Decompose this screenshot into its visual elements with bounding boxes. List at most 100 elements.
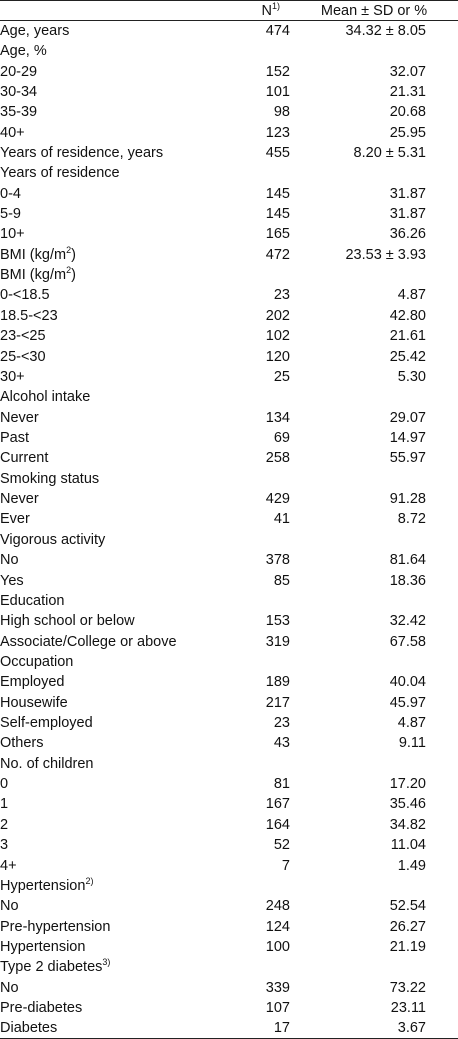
row-n: 339 [265, 979, 290, 996]
row-label: Ever [0, 509, 228, 529]
row-label-text: Employed [0, 674, 65, 691]
row-mean: 21.31 [389, 83, 426, 100]
row-mean: 9.11 [398, 735, 426, 752]
row-label-text: Education [0, 592, 65, 609]
header-n: N1) [228, 0, 290, 21]
table-row: 10+ 165 36.26 [0, 224, 458, 244]
table-row: Employed 189 40.04 [0, 672, 458, 692]
row-label-text: BMI (kg/m [0, 246, 67, 263]
row-label: 3 [0, 835, 228, 855]
row-n: 23 [273, 287, 290, 304]
row-mean [290, 387, 458, 407]
row-mean: 4.87 [397, 715, 426, 732]
row-label-text: Smoking status [0, 470, 100, 487]
row-label: Vigorous activity [0, 530, 228, 550]
row-label: Hypertension [0, 937, 228, 957]
table-row: No. of children [0, 754, 458, 774]
row-label-text: Type 2 diabetes [0, 959, 103, 976]
row-mean: 8.72 [397, 511, 426, 528]
row-label: 30-34 [0, 82, 228, 102]
row-label: 10+ [0, 224, 228, 244]
row-mean: 31.87 [389, 206, 426, 223]
row-mean: 32.42 [389, 613, 426, 630]
table-row: 0-<18.5 23 4.87 [0, 285, 458, 305]
row-label-text: 18.5-<23 [0, 307, 58, 324]
row-n: 217 [265, 694, 290, 711]
table-row: Alcohol intake [0, 387, 458, 407]
row-label-superscript: 2) [85, 876, 94, 887]
row-mean: 11.04 [390, 837, 426, 854]
row-mean: 67.58 [389, 633, 426, 650]
row-label: 18.5-<23 [0, 306, 228, 326]
row-label: 0-<18.5 [0, 285, 228, 305]
row-label: Education [0, 591, 228, 611]
table-row: 1 167 35.46 [0, 794, 458, 814]
table-row: 35-39 98 20.68 [0, 102, 458, 122]
row-label-text: No [0, 898, 19, 915]
table-row: No 339 73.22 [0, 978, 458, 998]
row-label-superscript: 2 [66, 265, 72, 276]
row-mean: 1.49 [397, 857, 426, 874]
row-n: 107 [265, 1000, 290, 1017]
row-label-text: 35-39 [0, 104, 38, 121]
table-row: 0-4 145 31.87 [0, 184, 458, 204]
row-mean [290, 163, 458, 183]
row-n: 120 [265, 348, 290, 365]
row-mean: 4.87 [397, 287, 426, 304]
table-row: Never 134 29.07 [0, 407, 458, 427]
row-label-text: 0-<18.5 [0, 287, 50, 304]
row-mean: 31.87 [389, 185, 426, 202]
table-row: Never 429 91.28 [0, 489, 458, 509]
table-body: Age, years 474 34.32 ± 8.05 Age, % 20-29 152 3… [0, 21, 458, 1039]
row-label: Hypertension2) [0, 876, 228, 896]
table-row: Hypertension2) [0, 876, 458, 896]
row-label: No [0, 550, 228, 570]
row-label: Alcohol intake [0, 387, 228, 407]
row-n: 455 [265, 144, 290, 161]
row-n: 153 [265, 613, 290, 630]
row-n: 85 [273, 572, 290, 589]
row-label: 2 [0, 815, 228, 835]
row-label-text: No [0, 979, 19, 996]
row-label-text: Housewife [0, 694, 68, 711]
row-label-text: 30+ [0, 368, 25, 385]
table-row: 0 81 17.20 [0, 774, 458, 794]
row-label: BMI (kg/m2) [0, 245, 228, 265]
row-label: 1 [0, 794, 228, 814]
table-row: Years of residence [0, 163, 458, 183]
row-mean: 42.80 [389, 307, 426, 324]
row-label-text: 1 [0, 796, 9, 813]
row-label-superscript: 3) [102, 957, 111, 968]
row-label: 30+ [0, 367, 228, 387]
row-label: Age, years [0, 21, 228, 42]
row-label-text: Never [0, 409, 39, 426]
row-n [228, 652, 290, 672]
row-label-tail: ) [71, 267, 76, 284]
row-label: 4+ [0, 855, 228, 875]
table-row: Ever 41 8.72 [0, 509, 458, 529]
table-row: 5-9 145 31.87 [0, 204, 458, 224]
row-label: Pre-hypertension [0, 916, 228, 936]
row-n: 167 [265, 796, 290, 813]
row-label: 40+ [0, 122, 228, 142]
row-label: Smoking status [0, 469, 228, 489]
table-row: High school or below 153 32.42 [0, 611, 458, 631]
row-n: 81 [273, 776, 290, 793]
table-row: Type 2 diabetes3) [0, 957, 458, 977]
row-n [228, 530, 290, 550]
table-row: 40+ 123 25.95 [0, 122, 458, 142]
table-row: Housewife 217 45.97 [0, 693, 458, 713]
row-label-text: Self-employed [0, 715, 93, 732]
row-label: 25-<30 [0, 346, 228, 366]
row-mean: 25.95 [389, 124, 426, 141]
table-row: Age, years 474 34.32 ± 8.05 [0, 21, 458, 42]
row-label-text: Diabetes [0, 1020, 58, 1037]
row-label-text: 4+ [0, 857, 17, 874]
table-row: Vigorous activity [0, 530, 458, 550]
row-mean [290, 591, 458, 611]
row-label-text: Pre-diabetes [0, 1000, 83, 1017]
row-n [228, 387, 290, 407]
table-row: Self-employed 23 4.87 [0, 713, 458, 733]
row-label: Never [0, 407, 228, 427]
row-mean: 52.54 [389, 898, 426, 915]
